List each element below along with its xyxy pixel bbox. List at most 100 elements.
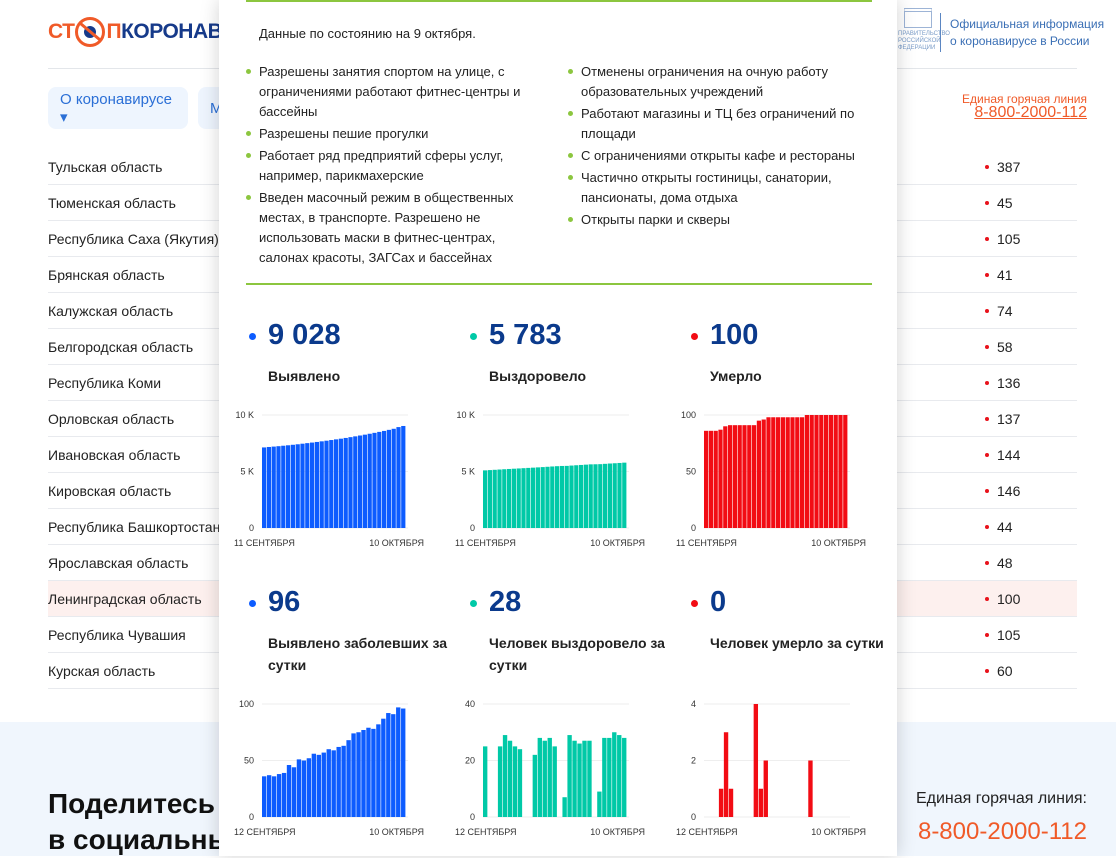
bar xyxy=(723,732,729,817)
y-tick-label: 5 K xyxy=(240,467,254,477)
status-dot-icon xyxy=(985,453,989,457)
government-logo[interactable]: ПРАВИТЕЛЬСТВО РОССИЙСКОЙ ФЕДЕРАЦИИ xyxy=(898,8,950,52)
bar xyxy=(372,432,377,528)
bar xyxy=(804,415,809,528)
restrictions-list-right: Отменены ограничения на очную работу обр… xyxy=(568,62,868,232)
region-info-modal: Данные по состоянию на 9 октября. Разреш… xyxy=(219,0,897,856)
status-dot-icon xyxy=(985,633,989,637)
bar xyxy=(728,425,733,528)
bar xyxy=(396,427,401,528)
data-as-of: Данные по состоянию на 9 октября. xyxy=(259,26,476,41)
region-cases: 44 xyxy=(997,518,1013,535)
bar xyxy=(324,440,329,528)
bar xyxy=(535,467,540,528)
bar xyxy=(377,431,382,528)
chart: 0 5 K 10 K 11 СЕНТЯБРЯ 10 ОКТЯБРЯ xyxy=(234,410,424,548)
bar xyxy=(843,415,848,528)
legend-dot-icon xyxy=(249,600,256,607)
legend-dot-icon xyxy=(691,333,698,340)
bar xyxy=(334,439,339,528)
bar xyxy=(351,733,356,817)
status-dot-icon xyxy=(985,597,989,601)
region-name: Ярославская область xyxy=(48,554,189,571)
bar xyxy=(507,468,512,528)
bar xyxy=(612,463,617,528)
bar xyxy=(809,415,814,528)
region-name: Белгородская область xyxy=(48,338,194,355)
bar xyxy=(545,466,550,528)
x-start-label: 11 СЕНТЯБРЯ xyxy=(455,538,516,548)
bar xyxy=(353,436,358,528)
restriction-item: Отменены ограничения на очную работу обр… xyxy=(568,62,868,102)
bar xyxy=(319,441,324,528)
nav-about-coronavirus[interactable]: О коронавирусе ▾ xyxy=(48,87,188,129)
bar xyxy=(326,749,331,817)
bar xyxy=(362,434,367,528)
y-tick-label: 20 xyxy=(465,756,475,766)
bar xyxy=(502,469,507,528)
bar xyxy=(622,737,627,817)
bar xyxy=(567,735,572,817)
bar xyxy=(271,446,276,528)
bar xyxy=(752,425,757,528)
bar xyxy=(305,443,310,528)
bar xyxy=(386,429,391,528)
bar xyxy=(728,788,734,817)
bar xyxy=(763,760,768,817)
y-tick-label: 10 K xyxy=(456,410,475,420)
bar xyxy=(819,415,824,528)
bar xyxy=(271,776,277,817)
x-end-label: 10 ОКТЯБРЯ xyxy=(369,538,424,548)
bar xyxy=(808,760,813,817)
bar xyxy=(526,467,531,528)
bar xyxy=(512,746,518,817)
x-start-label: 12 СЕНТЯБРЯ xyxy=(234,827,296,837)
government-building-icon xyxy=(904,8,932,28)
bar xyxy=(617,735,622,817)
restriction-item: Открыты парки и скверы xyxy=(568,210,868,230)
x-end-label: 10 ОКТЯБРЯ xyxy=(590,538,645,548)
y-tick-label: 0 xyxy=(470,812,475,822)
chart: 0 2 4 12 СЕНТЯБРЯ 10 ОКТЯБРЯ xyxy=(676,699,866,837)
bar xyxy=(295,444,300,528)
stat-value: 96 xyxy=(268,586,301,618)
chart: 0 50 100 12 СЕНТЯБРЯ 10 ОКТЯБРЯ xyxy=(234,699,424,837)
bar xyxy=(574,465,579,528)
region-name: Республика Чувашия xyxy=(48,626,186,643)
bar xyxy=(708,430,713,528)
stat-label: Выздоровело xyxy=(489,368,587,384)
bar xyxy=(718,429,723,528)
bar xyxy=(358,435,363,528)
bar xyxy=(542,740,547,817)
region-cases: 387 xyxy=(997,158,1021,175)
y-tick-label: 0 xyxy=(470,523,475,533)
restriction-item: Разрешены занятия спортом на улице, с ог… xyxy=(246,62,546,122)
bar xyxy=(341,745,346,817)
bar xyxy=(401,708,406,817)
restriction-item: С ограничениями открыты кафе и рестораны xyxy=(568,146,868,166)
y-tick-label: 50 xyxy=(686,467,696,477)
y-tick-label: 0 xyxy=(691,523,696,533)
bar xyxy=(612,732,617,817)
bar xyxy=(300,443,305,528)
y-tick-label: 0 xyxy=(691,812,696,822)
bar xyxy=(704,430,709,528)
hotline-phone-link[interactable]: 8-800-2000-112 xyxy=(974,104,1087,121)
bar xyxy=(723,426,728,528)
restrictions-list-left: Разрешены занятия спортом на улице, с ог… xyxy=(246,62,546,270)
footer-hotline-phone[interactable]: 8-800-2000-112 xyxy=(917,818,1087,845)
bar xyxy=(331,750,336,817)
bar xyxy=(316,754,321,817)
bar xyxy=(780,417,785,528)
modal-mid-divider xyxy=(246,283,872,285)
bar xyxy=(756,420,761,528)
official-info-link[interactable]: Официальная информация о коронавирусе в Р… xyxy=(950,17,1105,48)
restriction-item: Введен масочный режим в общественных мес… xyxy=(246,188,546,268)
y-tick-label: 4 xyxy=(691,699,696,709)
bar xyxy=(262,776,267,817)
region-cases: 100 xyxy=(997,590,1021,607)
bar xyxy=(361,729,366,817)
status-dot-icon xyxy=(985,489,989,493)
bar xyxy=(276,446,281,528)
region-name: Кировская область xyxy=(48,482,172,499)
